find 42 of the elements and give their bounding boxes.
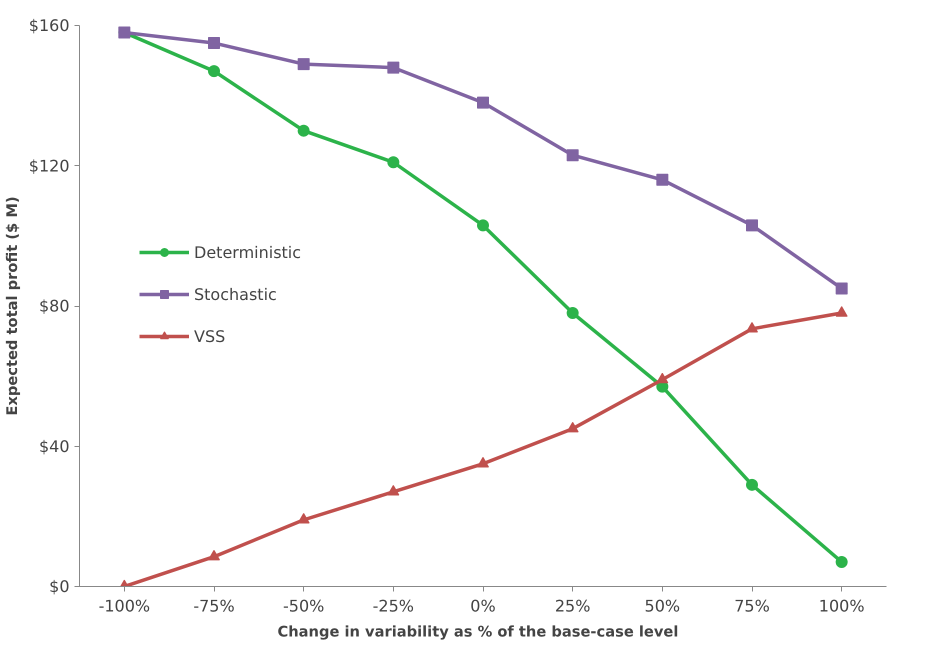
x-axis-title: Change in variability as % of the base-case level [277,624,678,640]
x-tick-label: -100% [98,596,150,616]
y-tick-label: $40 [38,436,70,456]
y-tick-label: $160 [28,16,70,35]
point [836,306,848,317]
y-tick-label: $0 [49,577,70,596]
legend-label: Stochastic [194,284,277,304]
point [656,174,668,186]
x-tick-label: 50% [644,596,680,616]
x-tick-label: -50% [283,596,324,616]
point [477,96,489,109]
x-tick-label: 75% [734,596,770,616]
point [387,484,400,496]
x-tick-label: 0% [470,596,496,616]
point [566,307,579,319]
point [746,478,758,491]
legend-label: VSS [194,326,226,346]
x-tick-label: -75% [193,596,235,616]
y-tick-label: $120 [28,156,70,176]
point [836,282,848,294]
point [208,550,220,560]
point [298,124,310,137]
point [477,219,489,232]
legend-label: Deterministic [194,242,302,262]
point [208,65,220,78]
point [477,456,489,468]
point [836,556,848,568]
point [298,58,310,70]
x-tick-label: 25% [554,596,590,616]
point [566,149,579,162]
point [208,37,220,50]
x-tick-label: 100% [818,596,865,616]
point [387,62,400,74]
point [656,372,668,384]
x-tick-label: -25% [372,596,414,616]
point [298,513,310,524]
y-tick-label: $80 [38,296,70,316]
point [746,322,758,332]
point [566,422,579,432]
point [746,219,758,232]
y-axis-title: Expected total profit ($ M) [4,196,21,416]
point [387,156,400,168]
